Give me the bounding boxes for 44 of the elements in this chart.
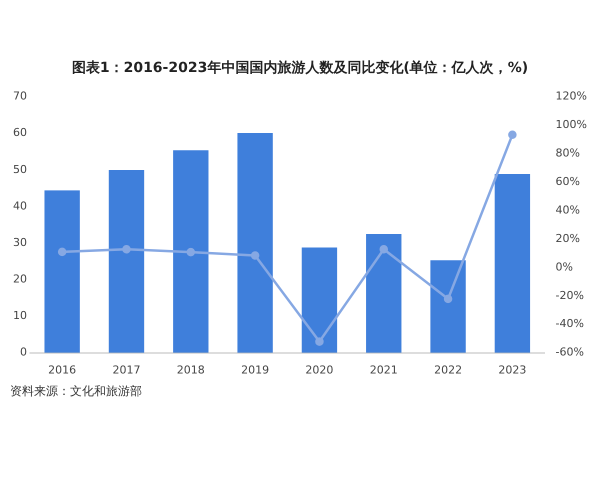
- y2-tick-label: 120%: [556, 90, 588, 103]
- bar: [44, 190, 80, 353]
- point: [315, 337, 324, 346]
- y2-tick-label: 60%: [556, 174, 580, 188]
- x-tick-label: 2019: [241, 363, 270, 376]
- bar: [237, 133, 273, 353]
- point: [122, 245, 131, 254]
- x-tick-label: 2022: [434, 363, 462, 376]
- y-tick-label: 70: [12, 90, 27, 103]
- point: [380, 245, 388, 254]
- y2-tick-label: -40%: [556, 317, 584, 330]
- bar: [366, 234, 402, 353]
- bar: [302, 247, 338, 353]
- x-tick-label: 2023: [498, 363, 526, 376]
- y2-tick-label: -20%: [556, 288, 584, 302]
- bar: [173, 150, 208, 353]
- point: [58, 248, 66, 256]
- y-tick-label: 20: [12, 272, 27, 286]
- x-tick-label: 2017: [112, 363, 140, 376]
- y-tick-label: 60: [12, 126, 27, 140]
- x-tick-label: 2016: [48, 363, 76, 376]
- y-tick-label: 50: [12, 162, 27, 176]
- y-tick-label: 30: [12, 236, 27, 249]
- point: [508, 130, 517, 140]
- x-tick-label: 2018: [176, 363, 205, 376]
- chart-title: 图表1：2016-2023年中国国内旅游人数及同比变化(单位：亿人次，%): [72, 59, 528, 76]
- y2-tick-label: 80%: [556, 146, 580, 160]
- bar: [108, 170, 144, 353]
- x-tick-label: 2020: [305, 363, 334, 376]
- y2-tick-label: 100%: [556, 118, 588, 132]
- text: 资料来源：文化和旅游部: [10, 384, 142, 398]
- y2-tick-label: -60%: [556, 346, 584, 359]
- point: [444, 294, 452, 304]
- y-tick-label: 10: [12, 309, 27, 322]
- bar: [430, 260, 466, 353]
- y2-tick-label: 20%: [556, 232, 580, 245]
- bar: [494, 174, 530, 353]
- y-tick-label: 0: [20, 346, 27, 359]
- y2-tick-label: 0%: [556, 260, 574, 274]
- y-tick-label: 40: [12, 199, 27, 212]
- point: [186, 248, 196, 256]
- y2-tick-label: 40%: [556, 203, 580, 216]
- x-tick-label: 2021: [370, 363, 398, 376]
- point: [250, 251, 260, 260]
